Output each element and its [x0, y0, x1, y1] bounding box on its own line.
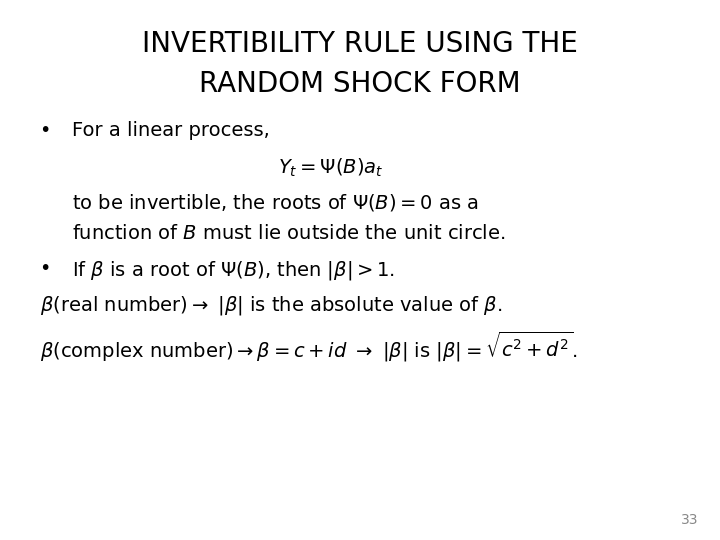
Text: RANDOM SHOCK FORM: RANDOM SHOCK FORM — [199, 70, 521, 98]
Text: $\beta$(complex number)$\rightarrow$$\beta = c + id$ $\rightarrow$ $|\beta|$ is : $\beta$(complex number)$\rightarrow$$\be… — [40, 329, 577, 363]
Text: to be invertible, the roots of $\mathit{\Psi(B){=}0}$ as a: to be invertible, the roots of $\mathit{… — [72, 192, 479, 213]
Text: •: • — [40, 122, 51, 140]
Text: For a linear process,: For a linear process, — [72, 122, 270, 140]
Text: •: • — [40, 259, 51, 278]
Text: $Y_t = \Psi(B)a_t$: $Y_t = \Psi(B)a_t$ — [279, 157, 384, 179]
Text: If $\beta$ is a root of $\mathit{\Psi(B)}$, then $|\beta|>1$.: If $\beta$ is a root of $\mathit{\Psi(B)… — [72, 259, 395, 282]
Text: INVERTIBILITY RULE USING THE: INVERTIBILITY RULE USING THE — [142, 30, 578, 58]
Text: function of $B$ must lie outside the unit circle.: function of $B$ must lie outside the uni… — [72, 224, 505, 243]
Text: $\beta$(real number)$\rightarrow$ $|\beta|$ is the absolute value of $\beta$.: $\beta$(real number)$\rightarrow$ $|\bet… — [40, 294, 502, 318]
Text: 33: 33 — [681, 512, 698, 526]
